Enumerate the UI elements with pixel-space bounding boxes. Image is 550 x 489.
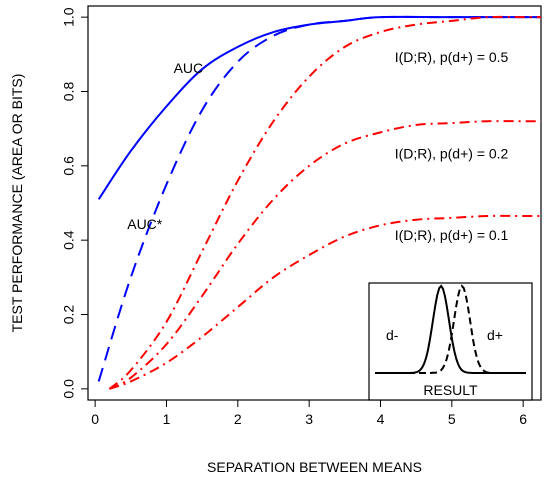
- series-layer: [97, 15, 541, 390]
- x-tick-label: 5: [448, 411, 456, 427]
- annotation-layer: AUC AUC* I(D;R), p(d+) = 0.5 I(D;R), p(d+) …: [127, 49, 508, 243]
- annotation-label: I(D;R), p(d+) = 0.5: [395, 49, 509, 65]
- y-tick-label: 0.0: [61, 379, 77, 399]
- annotation-label: AUC*: [127, 216, 163, 232]
- inset-border: [368, 282, 533, 401]
- x-tick-label: 4: [377, 411, 385, 427]
- x-tick-label: 6: [519, 411, 527, 427]
- series-line-3: [108, 120, 541, 390]
- inset-d-minus-label: d-: [386, 327, 399, 343]
- x-tick-label: 3: [305, 411, 313, 427]
- x-tick-label: 0: [91, 411, 99, 427]
- annotation-label: AUC: [174, 60, 204, 76]
- x-tick-label: 1: [163, 411, 171, 427]
- y-tick-label: 0.6: [61, 156, 77, 176]
- plot-border: [87, 5, 542, 401]
- y-tick-label: 0.2: [61, 305, 77, 325]
- x-tick-label: 2: [234, 411, 242, 427]
- series-line-4: [109, 214, 541, 390]
- y-tick-label: 0.8: [61, 82, 77, 102]
- inset-d-plus-curve: [375, 284, 526, 374]
- plot-frame: [87, 5, 542, 401]
- y-tick-label: 0.4: [61, 230, 77, 250]
- x-axis: 0 1 2 3 4 5 6: [91, 400, 527, 427]
- inset-panel: d-d+ RESULT: [368, 282, 533, 401]
- series-line-1: [97, 15, 541, 382]
- annotation-label: I(D;R), p(d+) = 0.2: [395, 145, 509, 161]
- annotation-label: I(D;R), p(d+) = 0.1: [395, 227, 509, 243]
- y-tick-label: 1.0: [61, 7, 77, 27]
- y-axis-label: TEST PERFORMANCE (AREA OR BITS): [9, 74, 25, 333]
- y-axis: 0.0 0.2 0.4 0.6 0.8 1.0: [61, 7, 88, 399]
- inset-d-plus-label: d+: [487, 327, 503, 343]
- x-axis-label: SEPARATION BETWEEN MEANS: [207, 459, 422, 475]
- series-line-0: [97, 15, 541, 200]
- inset-x-label: RESULT: [423, 382, 478, 398]
